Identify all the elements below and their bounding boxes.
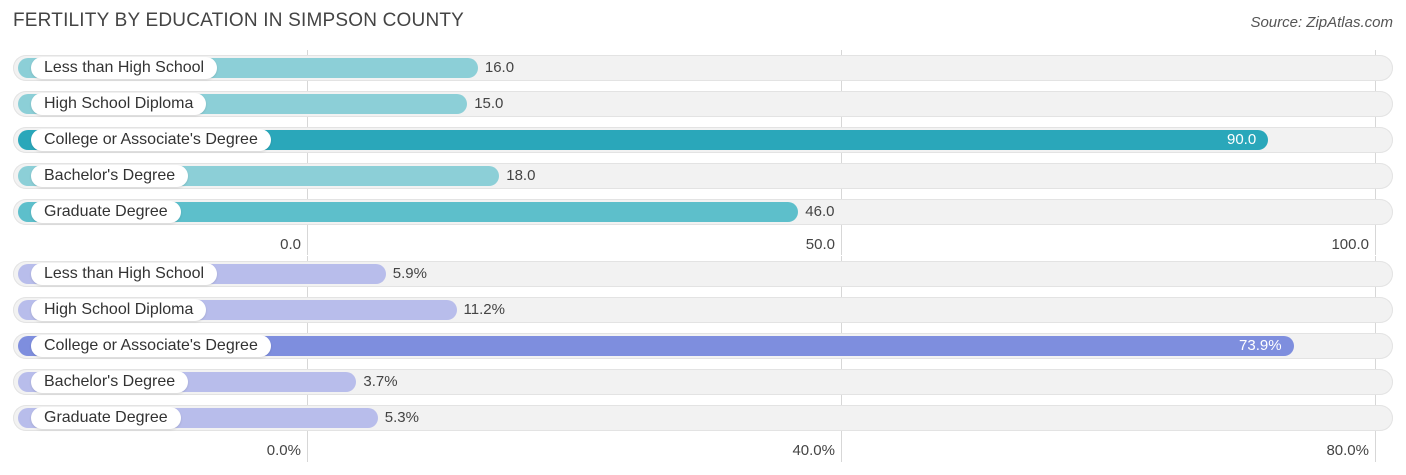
- axis-tick-label: 80.0%: [1326, 442, 1369, 459]
- axis-tick-label: 0.0%: [266, 442, 301, 459]
- value-label: 3.7%: [363, 373, 398, 390]
- gridline: [1375, 256, 1376, 462]
- value-label: 5.3%: [384, 409, 419, 426]
- category-label: High School Diploma: [31, 93, 207, 115]
- source-label: Source: ZipAtlas.com: [1250, 14, 1393, 31]
- category-label: College or Associate's Degree: [31, 129, 271, 151]
- category-label: High School Diploma: [31, 299, 207, 321]
- chart-title: FERTILITY BY EDUCATION IN SIMPSON COUNTY: [13, 10, 465, 31]
- value-label: 46.0: [805, 203, 835, 220]
- value-label: 16.0: [484, 59, 515, 76]
- value-label: 73.9%: [1239, 337, 1282, 354]
- category-label: Graduate Degree: [31, 407, 181, 429]
- axis-tick-label: 0.0: [280, 236, 301, 253]
- axis-tick-label: 100.0: [1331, 236, 1369, 253]
- category-label: Less than High School: [31, 263, 218, 285]
- category-label: Bachelor's Degree: [31, 165, 189, 187]
- value-label: 5.9%: [392, 265, 427, 282]
- value-label: 11.2%: [463, 301, 505, 318]
- value-label: 15.0: [474, 95, 504, 112]
- bar[interactable]: [18, 336, 1294, 356]
- axis-tick-label: 50.0: [805, 236, 835, 253]
- axis-tick-label: 40.0%: [792, 442, 835, 459]
- category-label: Less than High School: [31, 57, 218, 79]
- category-label: Graduate Degree: [31, 201, 181, 223]
- bar[interactable]: [18, 130, 1269, 150]
- value-label: 18.0: [506, 167, 536, 184]
- gridline: [841, 256, 842, 462]
- category-label: College or Associate's Degree: [31, 335, 271, 357]
- gridline: [307, 256, 308, 462]
- value-label: 90.0: [1226, 131, 1257, 148]
- category-label: Bachelor's Degree: [31, 371, 189, 393]
- bar[interactable]: [18, 202, 799, 222]
